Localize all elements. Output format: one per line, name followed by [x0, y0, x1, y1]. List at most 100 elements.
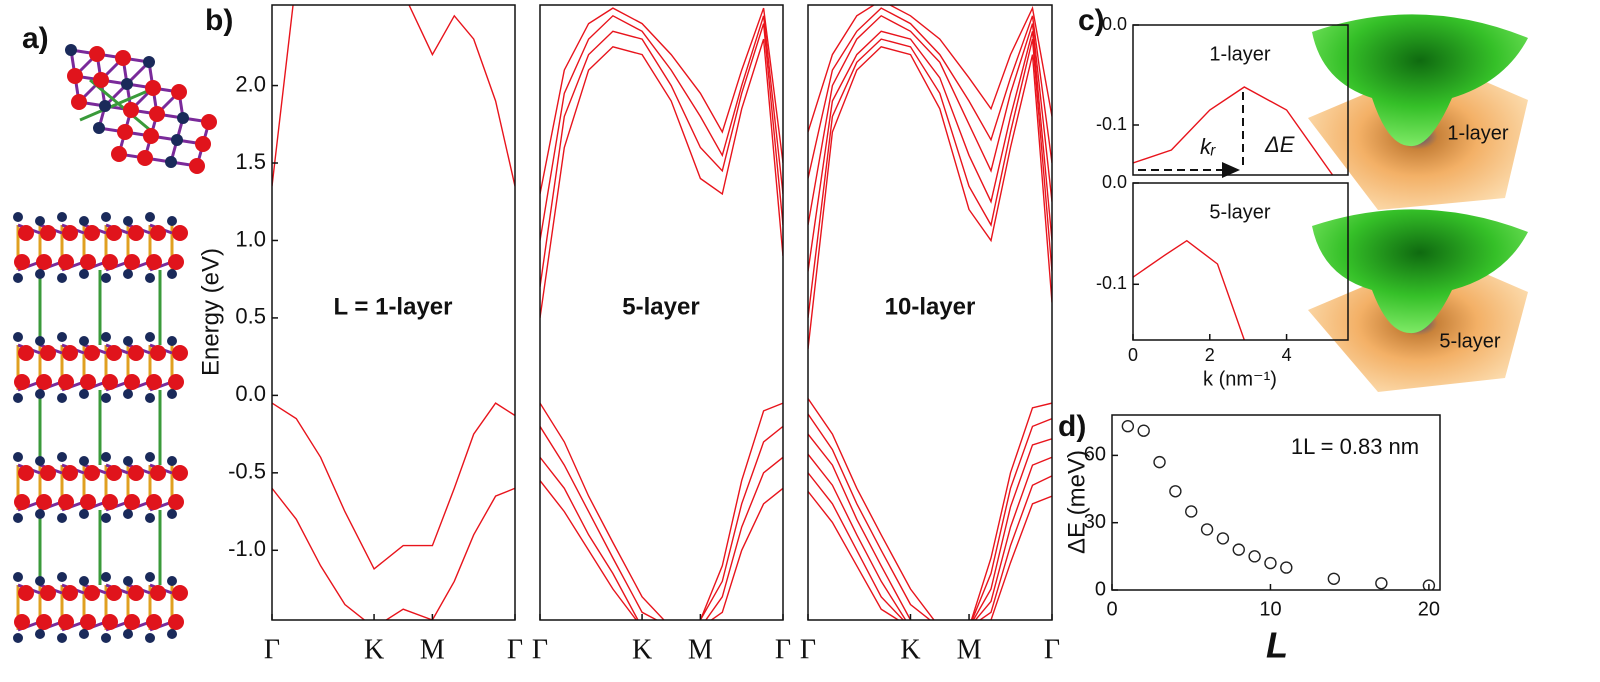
y-axis-label: Energy (eV) [197, 248, 224, 376]
band-line [540, 425, 783, 620]
x-tick-label: Γ [800, 634, 816, 665]
atom [57, 393, 67, 403]
band-line [540, 38, 783, 318]
y-tick-label: 0.5 [235, 304, 266, 329]
atom [145, 273, 155, 283]
atom [102, 254, 118, 270]
annotation: kᵣ [1200, 134, 1216, 159]
atom [80, 494, 96, 510]
plot-area [808, 5, 1052, 620]
atom [123, 509, 133, 519]
atom [84, 465, 100, 481]
atom [167, 389, 177, 399]
atom [58, 254, 74, 270]
atom [79, 336, 89, 346]
chart-title: 10-layer [885, 293, 976, 320]
atom [123, 269, 133, 279]
atom [80, 374, 96, 390]
band-line [540, 23, 783, 287]
atom [137, 150, 153, 166]
atom [167, 576, 177, 586]
atom [99, 100, 111, 112]
surface-label: 1-layer [1447, 122, 1508, 144]
data-point [1327, 572, 1341, 585]
band-line [540, 7, 783, 195]
atom [14, 254, 30, 270]
atom [58, 374, 74, 390]
surface-1 [1308, 14, 1528, 210]
atom [167, 509, 177, 519]
atom [201, 114, 217, 130]
bond [79, 88, 151, 122]
atom [189, 158, 205, 174]
atom [101, 273, 111, 283]
atom [167, 629, 177, 639]
atom [168, 494, 184, 510]
atom [150, 345, 166, 361]
atom [128, 585, 144, 601]
atom [13, 393, 23, 403]
atom [36, 374, 52, 390]
atom [145, 452, 155, 462]
atom [14, 614, 30, 630]
atom [101, 452, 111, 462]
panel-label: a) [22, 22, 49, 55]
band-line [808, 472, 1052, 620]
band-line [540, 480, 783, 620]
atom [150, 225, 166, 241]
y-tick-label: -0.1 [1096, 114, 1127, 134]
band-line [1133, 86, 1334, 175]
atom [167, 456, 177, 466]
atom [149, 106, 165, 122]
atom [79, 509, 89, 519]
x-tick-label: M [957, 634, 982, 665]
crystal-structures [13, 44, 217, 643]
atom [168, 374, 184, 390]
data-point [1216, 532, 1230, 545]
y-tick-label: 0.0 [1102, 14, 1127, 34]
atom [146, 614, 162, 630]
band-line [1133, 239, 1245, 340]
surface-5 [1308, 209, 1528, 392]
atom [80, 614, 96, 630]
band-line [808, 5, 1052, 133]
atom [13, 273, 23, 283]
atom [18, 585, 34, 601]
atom [58, 614, 74, 630]
energy-cone [1312, 14, 1528, 147]
atom [62, 585, 78, 601]
band-line [808, 398, 1052, 620]
atom [40, 345, 56, 361]
atom [124, 494, 140, 510]
atom [145, 572, 155, 582]
y-tick-label: 0.0 [235, 381, 266, 406]
chart-title: 1-layer [1209, 43, 1270, 65]
atom [62, 465, 78, 481]
x-tick-label: 4 [1282, 345, 1292, 365]
atom [145, 212, 155, 222]
atom [123, 629, 133, 639]
band-line [808, 30, 1052, 272]
atom [84, 585, 100, 601]
atom [165, 156, 177, 168]
atom [101, 633, 111, 643]
y-tick-label: -0.5 [228, 459, 266, 484]
x-tick-label: M [688, 634, 713, 665]
atom [101, 572, 111, 582]
x-tick-label: 0 [1128, 345, 1138, 365]
band-line [808, 413, 1052, 620]
band-line [808, 7, 1052, 179]
x-tick-label: Γ [1044, 634, 1060, 665]
x-tick-label: M [420, 634, 445, 665]
plot-area [540, 7, 783, 620]
chart-title: 5-layer [622, 293, 699, 320]
atom [168, 254, 184, 270]
atom [143, 128, 159, 144]
y-axis-label: ΔE (meV) [1063, 450, 1090, 554]
atom [123, 456, 133, 466]
atom [101, 332, 111, 342]
band-line [540, 14, 783, 241]
x-tick-label: 0 [1106, 598, 1117, 620]
data-point [1232, 543, 1245, 556]
atom [80, 254, 96, 270]
